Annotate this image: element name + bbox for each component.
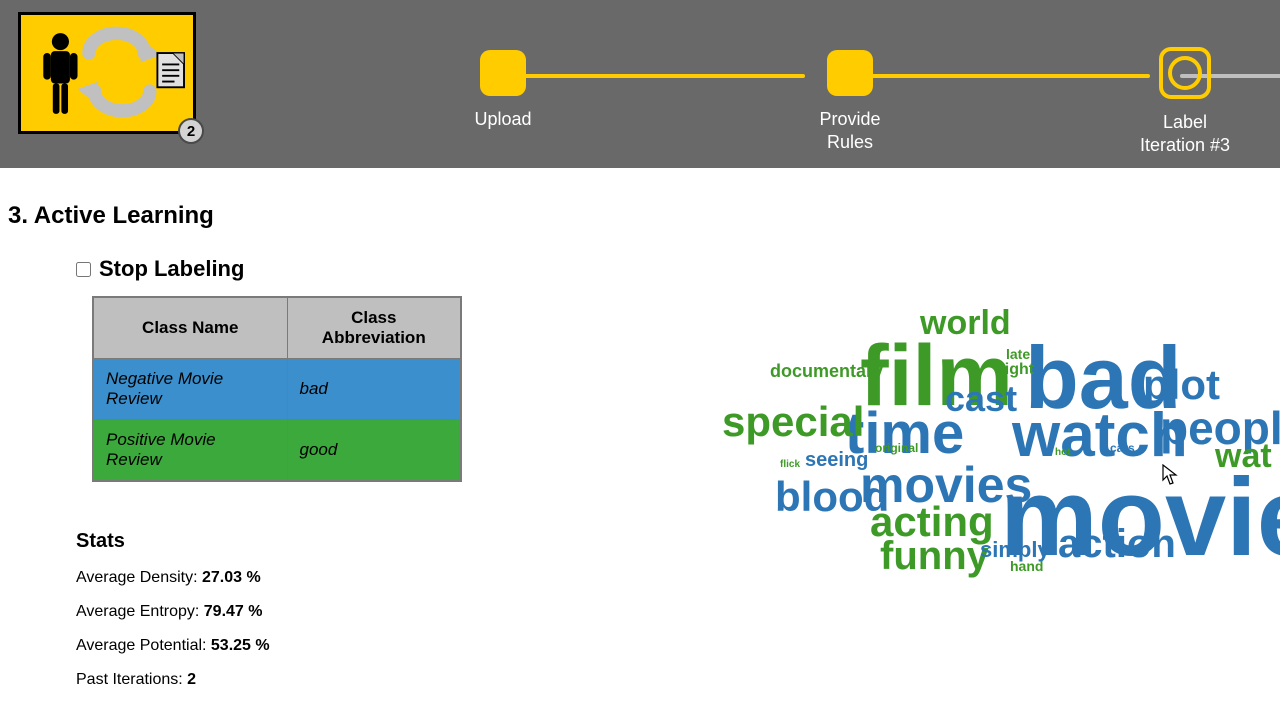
table-row: Negative Movie Reviewbad xyxy=(93,359,461,420)
cell-class-name: Positive Movie Review xyxy=(93,420,287,482)
step[interactable]: Label Iteration #3 xyxy=(1130,50,1240,156)
wordcloud-word: blood xyxy=(775,478,889,516)
workflow-logo xyxy=(18,12,196,134)
stop-labeling-checkbox[interactable] xyxy=(76,262,91,277)
main-content: 3. Active Learning Stop Labeling Class N… xyxy=(0,168,1280,689)
step[interactable]: Provide Rules xyxy=(795,50,905,153)
step-label: Label Iteration #3 xyxy=(1130,111,1240,156)
wordcloud-word: special xyxy=(722,403,864,441)
word-cloud: moviebadfilmwatchtimemoviespeopleplotspe… xyxy=(720,308,1280,628)
header-bar: 2 Upload Provide Rules Label Iteration #3 xyxy=(0,0,1280,168)
stat-value: 53.25 % xyxy=(211,637,270,654)
stat-label: Average Entropy: xyxy=(76,603,204,620)
wordcloud-word: world xyxy=(920,308,1011,339)
cell-class-abbr: good xyxy=(287,420,461,482)
wordcloud-word: late xyxy=(1006,348,1030,361)
wordcloud-word: plot xyxy=(1143,366,1220,404)
cell-class-name: Negative Movie Review xyxy=(93,359,287,420)
class-table: Class Name Class Abbreviation Negative M… xyxy=(92,296,462,482)
section-title: 3. Active Learning xyxy=(8,202,1280,230)
stat-line: Past Iterations: 2 xyxy=(76,671,1280,689)
stop-labeling-label: Stop Labeling xyxy=(99,258,244,280)
step-current-icon xyxy=(1159,47,1211,99)
wordcloud-word: hot xyxy=(1055,448,1071,457)
step-done-icon xyxy=(827,50,873,96)
stop-labeling-row: Stop Labeling xyxy=(76,258,1280,280)
col-class-abbr: Class Abbreviation xyxy=(287,297,461,359)
workflow-stepper: UploadProvide RulesLabel Iteration #3 xyxy=(430,40,1280,150)
wordcloud-word: wat xyxy=(1215,441,1272,472)
stat-value: 79.47 % xyxy=(204,603,263,620)
wordcloud-word: original xyxy=(875,443,918,454)
step-label: Provide Rules xyxy=(795,108,905,153)
mouse-cursor-icon xyxy=(1162,464,1178,486)
step-done-icon xyxy=(480,50,526,96)
wordcloud-word: flick xyxy=(780,460,800,469)
stat-label: Past Iterations: xyxy=(76,671,187,688)
col-class-name: Class Name xyxy=(93,297,287,359)
step-label: Upload xyxy=(448,108,558,131)
wordcloud-word: cast xyxy=(945,383,1017,415)
class-table-header-row: Class Name Class Abbreviation xyxy=(93,297,461,359)
stat-line: Average Potential: 53.25 % xyxy=(76,637,1280,655)
wordcloud-word: seeing xyxy=(805,451,868,469)
cell-class-abbr: bad xyxy=(287,359,461,420)
wordcloud-word: action xyxy=(1058,526,1176,562)
stat-value: 27.03 % xyxy=(202,569,261,586)
table-row: Positive Movie Reviewgood xyxy=(93,420,461,482)
stat-label: Average Potential: xyxy=(76,637,211,654)
wordcloud-word: night xyxy=(995,363,1034,377)
wordcloud-word: simply xyxy=(980,540,1050,560)
wordcloud-word: hand xyxy=(1010,560,1043,573)
wordcloud-word: documentary xyxy=(770,363,883,379)
wordcloud-word: cars xyxy=(1110,443,1135,454)
logo-count-badge: 2 xyxy=(178,118,204,144)
stat-value: 2 xyxy=(187,671,196,688)
wordcloud-word: funny xyxy=(880,538,989,574)
stat-label: Average Density: xyxy=(76,569,202,586)
step[interactable]: Upload xyxy=(448,50,558,131)
